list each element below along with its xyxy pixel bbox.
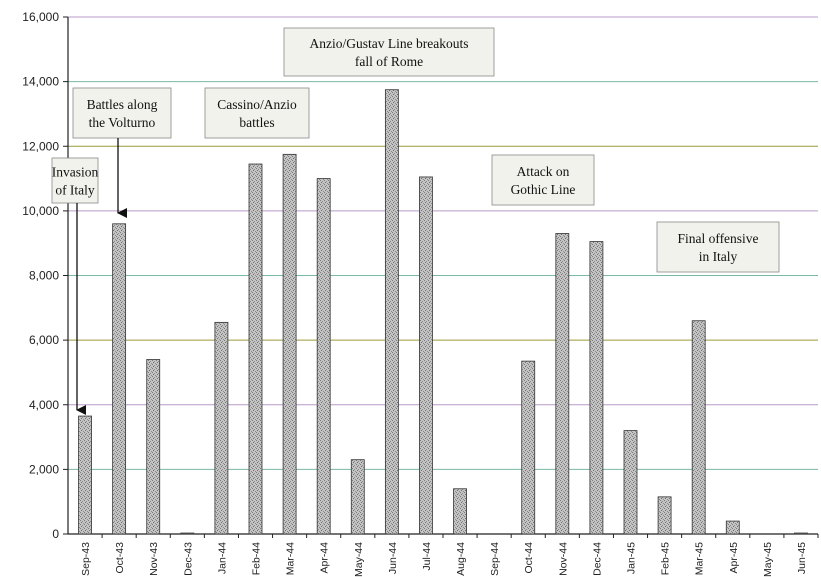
- x-tick-label-Apr-45: Apr-45: [728, 542, 740, 574]
- bar-Mar-45: [691, 320, 706, 535]
- bar-Jul-44: [419, 176, 433, 535]
- bar-Nov-44: [555, 233, 570, 535]
- bar-Dec-43: [180, 532, 195, 535]
- x-tick-label-Mar-44: Mar-44: [285, 542, 297, 575]
- bar-Apr-45: [725, 520, 740, 535]
- x-tick-label-Jan-45: Jan-45: [626, 542, 638, 574]
- annotation-6: Final offensive in Italy: [656, 221, 780, 273]
- annotation-box: [72, 87, 172, 139]
- x-tick-label-May-44: May-44: [353, 542, 365, 577]
- x-tick-label-Nov-44: Nov-44: [557, 542, 569, 576]
- annotation-box: [204, 87, 310, 139]
- y-tick-label: 2,000: [29, 462, 59, 476]
- x-tick-labels: Sep-43 Oct-43 Nov-43 Dec-43 Jan-44 Feb-44 Mar-…: [80, 542, 808, 577]
- x-tick-label-Apr-44: Apr-44: [319, 542, 331, 574]
- annotation-box: [51, 157, 99, 204]
- x-tick-label-Jan-44: Jan-44: [216, 542, 228, 574]
- annotation-text: the Volturno: [89, 115, 156, 130]
- annotation-text: Final offensive: [677, 231, 758, 246]
- x-tick-label-Aug-44: Aug-44: [455, 542, 467, 576]
- y-tick-label: 6,000: [29, 333, 59, 347]
- y-tick-label: 16,000: [22, 10, 59, 24]
- bar-Aug-44: [453, 488, 467, 535]
- annotation-text: battles: [239, 115, 274, 130]
- annotation-text: Battles along: [87, 97, 158, 112]
- y-tick-label: 12,000: [22, 139, 59, 153]
- annotation-3: Cassino/Anzio battles: [204, 87, 310, 139]
- annotation-box: [491, 154, 595, 206]
- y-tick-label: 0: [52, 527, 59, 541]
- y-tick-label: 10,000: [22, 204, 59, 218]
- bar-Feb-45: [657, 496, 672, 535]
- annotation-2: Battles along the Volturno: [72, 87, 172, 218]
- x-tick-label-Mar-45: Mar-45: [694, 542, 706, 575]
- bar-Jun-45: [794, 532, 808, 535]
- y-tick-labels: 0 2,000 4,000 6,000 8,000 10,000 12,000 14,000 1…: [22, 10, 59, 541]
- annotation-1: Invasion of Italy: [51, 157, 99, 415]
- bar-Feb-44: [248, 163, 263, 535]
- bar-Mar-44: [282, 153, 297, 535]
- bar-Oct-44: [521, 360, 536, 535]
- x-tick-label-Oct-44: Oct-44: [523, 542, 535, 574]
- x-tick-label-Dec-44: Dec-44: [591, 542, 603, 576]
- bar-Apr-44: [316, 178, 331, 535]
- x-tick-label-Jun-44: Jun-44: [387, 542, 399, 574]
- x-tick-label-Sep-43: Sep-43: [80, 542, 92, 576]
- annotation-text: Anzio/Gustav Line breakouts: [310, 36, 469, 51]
- bar-Sep-43: [78, 415, 92, 535]
- annotation-box: [656, 221, 780, 273]
- bar-Jun-44: [384, 89, 399, 535]
- y-tick-label: 4,000: [29, 398, 59, 412]
- y-tick-label: 8,000: [29, 269, 59, 283]
- annotation-text: Cassino/Anzio: [217, 97, 297, 112]
- annotation-box: [283, 27, 495, 77]
- bar-Jan-44: [214, 321, 229, 535]
- annotations: Invasion of Italy Battles along the Volturn…: [51, 27, 780, 415]
- x-tick-label-Feb-45: Feb-45: [660, 542, 672, 575]
- x-tick-label-Nov-43: Nov-43: [148, 542, 160, 576]
- annotation-text: Attack on: [517, 164, 570, 179]
- gridlines: [68, 16, 818, 470]
- bar-May-44: [350, 459, 365, 535]
- annotation-text: Invasion: [52, 165, 99, 180]
- annotation-text: Gothic Line: [511, 182, 576, 197]
- annotation-4: Anzio/Gustav Line breakouts fall of Rome: [283, 27, 495, 77]
- x-tick-label-Oct-43: Oct-43: [114, 542, 126, 574]
- x-tick-label-Jun-45: Jun-45: [796, 542, 808, 574]
- annotation-text: of Italy: [55, 183, 95, 198]
- x-tick-label-May-45: May-45: [762, 542, 774, 577]
- annotation-text: fall of Rome: [355, 54, 423, 69]
- y-tick-label: 14,000: [22, 75, 59, 89]
- x-tick-label-Sep-44: Sep-44: [489, 542, 501, 576]
- bar-Jan-45: [623, 430, 638, 535]
- bar-Oct-43: [112, 223, 127, 535]
- bar-Dec-44: [589, 241, 604, 535]
- bar-Nov-43: [146, 359, 161, 535]
- x-tick-label-Dec-43: Dec-43: [182, 542, 194, 576]
- annotation-5: Attack on Gothic Line: [491, 154, 595, 206]
- bars: [78, 89, 808, 535]
- annotation-text: in Italy: [699, 249, 738, 264]
- x-tick-label-Jul-44: Jul-44: [421, 542, 433, 571]
- x-tick-label-Feb-44: Feb-44: [251, 542, 263, 575]
